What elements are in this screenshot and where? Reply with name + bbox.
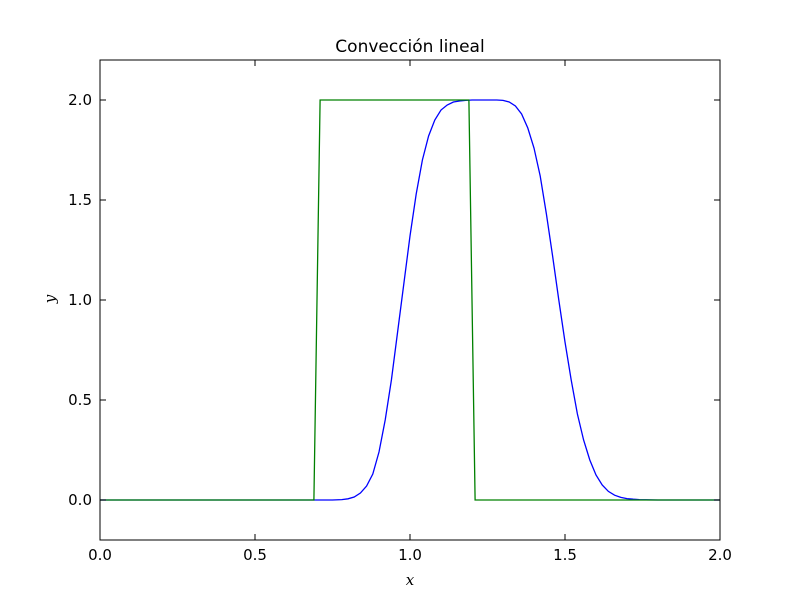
y-tick-label: 1.0 [68, 291, 92, 309]
tick-layer: 0.0 0.5 1.0 1.5 2.0 0.0 0.5 1.0 1.5 2.0 [68, 60, 732, 564]
chart-title: Convección lineal [335, 37, 484, 57]
series-line-2 [100, 99, 720, 501]
series-layer [100, 99, 720, 501]
x-tick-label: 1.5 [553, 546, 577, 564]
x-tick-label: 2.0 [708, 546, 732, 564]
x-tick-label: 1.0 [398, 546, 422, 564]
y-tick-label: 2.0 [68, 91, 92, 109]
x-tick-label: 0.5 [243, 546, 267, 564]
y-tick-label: 1.5 [68, 191, 92, 209]
x-axis-label: x [406, 571, 415, 589]
y-tick-label: 0.0 [68, 491, 92, 509]
x-tick-label: 0.0 [88, 546, 112, 564]
y-tick-label: 0.5 [68, 391, 92, 409]
series-line-1 [100, 99, 720, 501]
y-axis-label: y [41, 294, 59, 304]
